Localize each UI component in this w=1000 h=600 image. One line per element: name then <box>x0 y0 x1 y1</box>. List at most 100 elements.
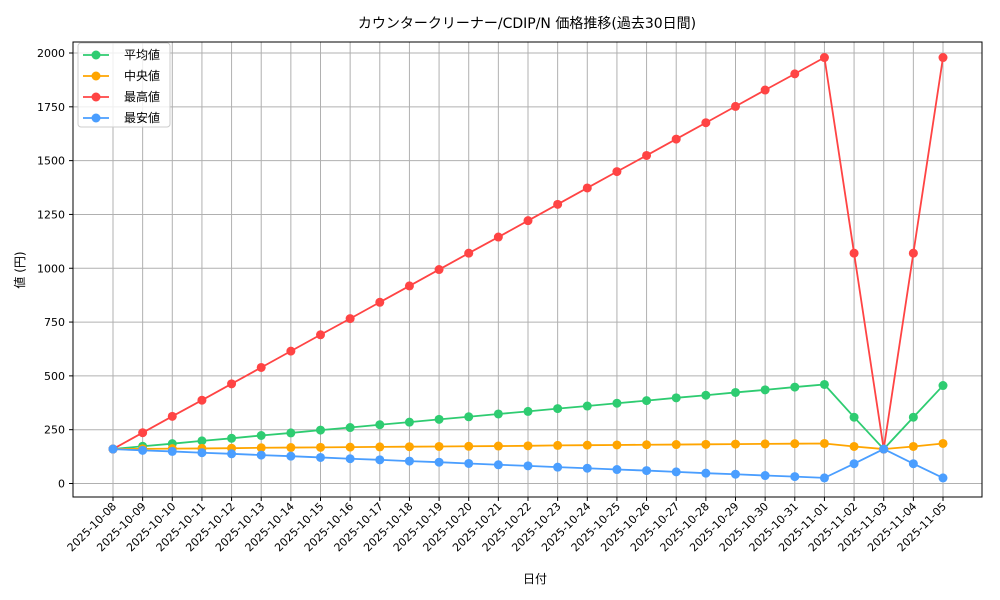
y-tick-label: 0 <box>58 478 65 491</box>
data-point <box>908 412 918 422</box>
y-tick-label: 250 <box>44 424 65 437</box>
data-point <box>908 459 918 469</box>
data-point <box>167 411 177 421</box>
data-point <box>375 420 385 430</box>
data-point <box>790 439 800 449</box>
data-point <box>167 446 177 456</box>
legend-marker <box>91 92 101 102</box>
data-point <box>731 101 740 111</box>
data-point <box>256 450 266 460</box>
data-point <box>316 330 325 340</box>
y-tick-label: 1250 <box>37 208 65 221</box>
data-point <box>819 379 829 389</box>
data-point <box>345 454 355 464</box>
data-point <box>197 436 207 446</box>
y-axis: 0 250 500 750 1000 1250 1500 1750 2000 <box>37 47 73 491</box>
data-point <box>701 468 711 478</box>
data-point <box>553 440 563 450</box>
data-point <box>938 438 948 448</box>
legend-label: 最安値 <box>124 110 160 125</box>
y-tick-label: 500 <box>44 370 65 383</box>
data-point <box>908 441 918 451</box>
data-point <box>671 440 681 450</box>
data-point <box>671 393 681 403</box>
data-point <box>493 460 503 470</box>
data-point <box>731 469 740 479</box>
data-point <box>375 455 385 465</box>
data-point <box>908 248 918 258</box>
data-point <box>642 440 652 450</box>
data-point <box>404 456 414 466</box>
data-point <box>375 442 385 452</box>
data-point <box>227 433 237 443</box>
data-point <box>256 362 266 372</box>
grid <box>73 42 982 497</box>
legend-box <box>77 42 171 128</box>
y-tick-label: 1000 <box>37 262 65 275</box>
series-3 <box>108 444 948 483</box>
series-lines <box>108 53 948 483</box>
data-point <box>286 451 296 461</box>
series-0 <box>108 379 948 454</box>
data-point <box>819 53 829 63</box>
data-point <box>731 439 740 449</box>
data-point <box>760 385 770 395</box>
data-point <box>582 183 592 193</box>
data-point <box>316 425 325 435</box>
data-point <box>671 134 681 144</box>
data-point <box>701 390 711 400</box>
data-point <box>256 443 266 453</box>
data-point <box>464 441 474 451</box>
y-tick-label: 1500 <box>37 155 65 168</box>
data-point <box>138 445 148 455</box>
data-point <box>523 461 533 471</box>
data-point <box>760 85 770 95</box>
data-point <box>404 417 414 427</box>
data-point <box>938 53 948 63</box>
legend-label: 平均値 <box>124 47 160 62</box>
data-point <box>731 387 740 397</box>
data-point <box>849 248 859 258</box>
data-point <box>553 462 563 472</box>
data-point <box>849 441 859 451</box>
data-point <box>108 444 118 454</box>
data-point <box>464 248 474 258</box>
data-point <box>434 265 444 275</box>
x-axis-label: 日付 <box>523 572 547 586</box>
data-point <box>938 381 948 391</box>
data-point <box>464 412 474 422</box>
data-point <box>345 442 355 452</box>
data-point <box>493 409 503 419</box>
data-point <box>642 150 652 160</box>
data-point <box>879 444 889 454</box>
y-tick-label: 750 <box>44 316 65 329</box>
data-point <box>197 395 207 405</box>
data-point <box>345 423 355 433</box>
data-point <box>404 281 414 291</box>
data-point <box>434 441 444 451</box>
data-point <box>790 382 800 392</box>
data-point <box>582 401 592 411</box>
legend-label: 最高値 <box>124 89 160 104</box>
data-point <box>760 439 770 449</box>
data-point <box>493 232 503 242</box>
x-axis: 2025-10-082025-10-092025-10-102025-10-11… <box>65 497 949 554</box>
legend-marker <box>91 50 101 60</box>
data-point <box>197 448 207 458</box>
data-point <box>553 404 563 414</box>
data-point <box>434 457 444 467</box>
data-point <box>286 428 296 438</box>
y-axis-label: 値 (円) <box>12 251 27 288</box>
data-point <box>286 346 296 356</box>
data-point <box>227 379 237 389</box>
data-point <box>553 199 563 209</box>
data-point <box>493 441 503 451</box>
y-tick-label: 2000 <box>37 47 65 60</box>
data-point <box>612 440 622 450</box>
data-point <box>434 414 444 424</box>
data-point <box>612 398 622 408</box>
data-point <box>671 467 681 477</box>
data-point <box>404 442 414 452</box>
data-point <box>760 471 770 481</box>
data-point <box>316 452 325 462</box>
